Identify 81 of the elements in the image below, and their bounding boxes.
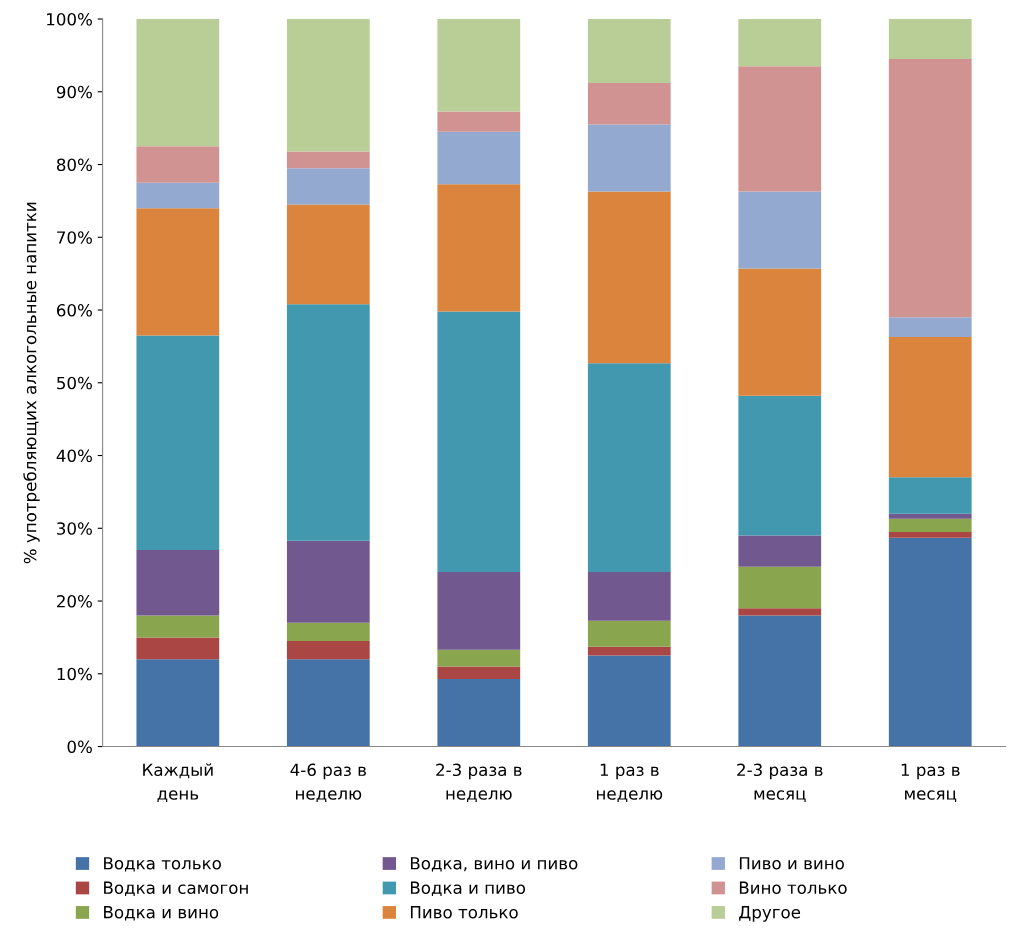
legend-label: Пиво и вино [739, 857, 844, 870]
bar [286, 659, 370, 747]
bar [286, 151, 370, 169]
bar [888, 537, 972, 747]
x-tick-label: 2-3 раза в неделю [436, 763, 522, 802]
y-tick-label: 100% [47, 12, 92, 26]
bar [437, 19, 521, 112]
legend-label: Другое [739, 906, 801, 922]
bar [437, 311, 521, 572]
bar [437, 111, 521, 132]
bar [286, 19, 370, 152]
bar [286, 622, 370, 642]
y-tick-label: 20% [57, 594, 92, 608]
x-tick-label: Каждый день [143, 763, 213, 802]
legend-label: Водка и самогон [104, 881, 248, 897]
bar [286, 304, 370, 541]
bar [437, 678, 521, 747]
y-tick-label: 60% [57, 303, 92, 317]
bar [136, 19, 220, 147]
bar [738, 191, 822, 269]
y-tick-label: 90% [56, 85, 92, 99]
bar [437, 571, 521, 650]
bar [738, 268, 822, 396]
x-tick-label: 1 раз в месяц [901, 763, 960, 802]
y-tick-label: 30% [57, 522, 92, 535]
bar [587, 191, 671, 364]
legend-label: Водка и вино [104, 906, 219, 921]
bar [888, 477, 972, 514]
bar [888, 19, 972, 60]
bar [437, 131, 521, 185]
legend-label: Водка и пиво [410, 881, 526, 897]
bar [587, 571, 671, 621]
bar [587, 620, 671, 647]
bar [587, 646, 671, 656]
bar [437, 666, 521, 679]
bar [738, 19, 822, 67]
bar [136, 550, 220, 616]
bar [738, 615, 822, 747]
legend-label: Пиво только [410, 906, 518, 919]
x-tick-label: 2-3 раза в месяц [737, 763, 823, 802]
bar [888, 518, 972, 532]
y-tick-label: 50% [57, 376, 92, 390]
bar [136, 182, 220, 209]
bar [738, 566, 822, 609]
bar [888, 59, 972, 318]
bar [286, 168, 370, 205]
bar [888, 317, 972, 337]
bar [738, 535, 822, 567]
bar [286, 641, 370, 660]
bar [136, 146, 220, 183]
bar [587, 19, 671, 84]
bar [136, 637, 220, 660]
bar [738, 395, 822, 536]
x-tick-label: 4-6 раз в неделю [290, 763, 366, 802]
bar [136, 208, 220, 336]
bar [587, 655, 671, 747]
y-tick-label: 40% [56, 449, 92, 463]
legend-label: Водка, вино и пиво [410, 857, 578, 872]
bar [136, 615, 220, 638]
y-tick-label: 80% [56, 158, 92, 172]
x-tick-label: 1 раз в неделю [596, 763, 663, 802]
y-tick-label: 10% [57, 667, 92, 681]
bar [587, 83, 671, 125]
bar [587, 124, 671, 192]
y-axis-title: % употребляющих алкогольные напитки [23, 202, 40, 564]
bar [888, 513, 972, 519]
bar [437, 649, 521, 667]
bar [888, 531, 972, 538]
bar [286, 204, 370, 305]
bar [738, 608, 822, 616]
bar [286, 540, 370, 623]
legend-label: Водка только [104, 857, 221, 872]
legend-label: Вино только [739, 881, 847, 894]
bar [738, 66, 822, 192]
bar [136, 335, 220, 551]
y-tick-label: 70% [57, 231, 92, 244]
bar [437, 184, 521, 312]
y-tick-label: 0% [67, 740, 92, 754]
bar [587, 363, 671, 572]
bar [136, 659, 220, 747]
bar [888, 336, 972, 478]
